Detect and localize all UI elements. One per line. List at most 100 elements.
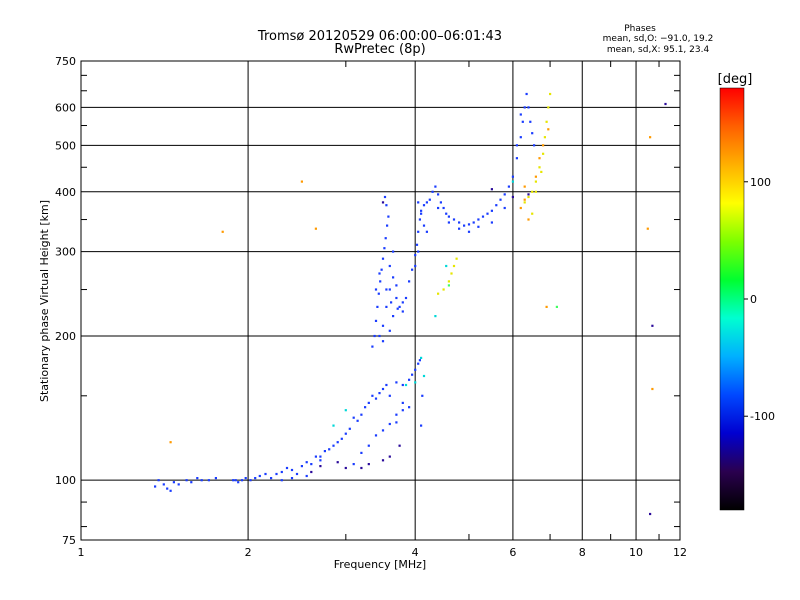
- data-point: [162, 483, 165, 486]
- data-point: [538, 166, 541, 169]
- data-point: [319, 455, 322, 458]
- data-point: [523, 106, 526, 109]
- data-point: [388, 329, 391, 332]
- data-point: [300, 180, 303, 183]
- data-point: [503, 193, 506, 196]
- phase-colorbar: 100 0 -100: [719, 87, 775, 511]
- data-point: [442, 206, 445, 210]
- data-point: [305, 461, 308, 464]
- data-point: [378, 392, 381, 395]
- data-point: [420, 356, 423, 359]
- x-axis-label: Frequency [MHz]: [334, 558, 426, 571]
- data-point: [545, 120, 548, 123]
- colorbar-tick-label: 0: [750, 293, 757, 306]
- data-point: [381, 324, 385, 327]
- data-point: [458, 221, 461, 224]
- data-point: [490, 188, 493, 191]
- data-point: [381, 429, 385, 432]
- data-point: [336, 441, 339, 444]
- data-point: [418, 218, 421, 221]
- data-point: [525, 92, 528, 96]
- data-point: [542, 144, 545, 147]
- data-point: [379, 280, 382, 283]
- data-point: [290, 468, 294, 472]
- y-tick-label: 200: [55, 330, 76, 343]
- data-point: [383, 247, 386, 250]
- data-point: [401, 383, 404, 387]
- data-point: [534, 190, 537, 193]
- data-point: [437, 292, 440, 295]
- y-axis-label: Stationary phase Virtual Height [km]: [38, 200, 51, 402]
- data-point: [458, 227, 461, 230]
- data-point: [431, 190, 434, 193]
- data-point: [447, 215, 450, 218]
- data-point: [166, 487, 169, 490]
- data-point: [646, 227, 649, 230]
- data-point: [367, 401, 370, 404]
- data-point: [380, 268, 383, 271]
- data-point: [447, 284, 450, 287]
- data-point: [371, 345, 374, 348]
- data-point: [495, 204, 498, 207]
- x-tick-label: 8: [579, 546, 586, 559]
- data-point: [360, 451, 363, 454]
- data-point: [314, 455, 317, 458]
- data-point: [422, 374, 426, 378]
- data-point: [385, 305, 388, 308]
- data-point: [434, 185, 437, 188]
- data-point: [531, 132, 534, 135]
- data-point: [371, 394, 374, 397]
- data-point: [381, 387, 385, 391]
- data-point: [200, 479, 203, 482]
- data-point: [417, 362, 420, 365]
- data-point: [344, 409, 347, 412]
- chart-title: Tromsø 20120529 06:00:00–06:01:43: [257, 29, 502, 44]
- y-tick-label: 75: [62, 534, 76, 547]
- data-point: [390, 301, 393, 304]
- data-point: [157, 479, 160, 482]
- data-points: [154, 92, 667, 516]
- data-point: [395, 413, 398, 416]
- data-point: [538, 157, 541, 160]
- data-point: [511, 175, 514, 178]
- x-tick-label: 1: [78, 546, 85, 559]
- data-point: [328, 448, 331, 451]
- data-point: [414, 254, 417, 257]
- data-point: [515, 144, 518, 147]
- data-point: [422, 204, 426, 207]
- data-point: [190, 481, 193, 484]
- data-point: [381, 340, 385, 343]
- data-point: [314, 227, 317, 230]
- data-point: [384, 237, 387, 240]
- data-point: [523, 201, 526, 204]
- data-point: [352, 416, 355, 419]
- data-point: [450, 272, 453, 275]
- data-point: [422, 224, 426, 227]
- data-point: [360, 413, 363, 416]
- data-point: [481, 215, 485, 218]
- data-point: [521, 120, 524, 123]
- data-point: [555, 305, 558, 308]
- chart-subtitle: RwPretec (8p): [334, 42, 425, 57]
- data-point: [264, 472, 267, 476]
- data-point: [519, 113, 522, 116]
- data-point: [323, 450, 326, 453]
- phase-stats-heading: Phases: [624, 24, 656, 34]
- data-point: [196, 477, 199, 480]
- data-point: [434, 315, 437, 318]
- data-point: [332, 444, 335, 447]
- y-tick-label: 100: [55, 474, 76, 487]
- data-point: [414, 264, 417, 268]
- data-point: [374, 288, 378, 291]
- data-point: [398, 305, 401, 308]
- data-point: [392, 276, 395, 279]
- data-point: [442, 288, 445, 291]
- colorbar-label: [deg]: [718, 72, 753, 87]
- data-point: [388, 394, 391, 397]
- data-point: [523, 185, 526, 188]
- data-point: [527, 106, 530, 109]
- data-point: [381, 459, 385, 462]
- data-point: [378, 272, 381, 275]
- data-point: [373, 334, 376, 338]
- data-point: [445, 264, 448, 268]
